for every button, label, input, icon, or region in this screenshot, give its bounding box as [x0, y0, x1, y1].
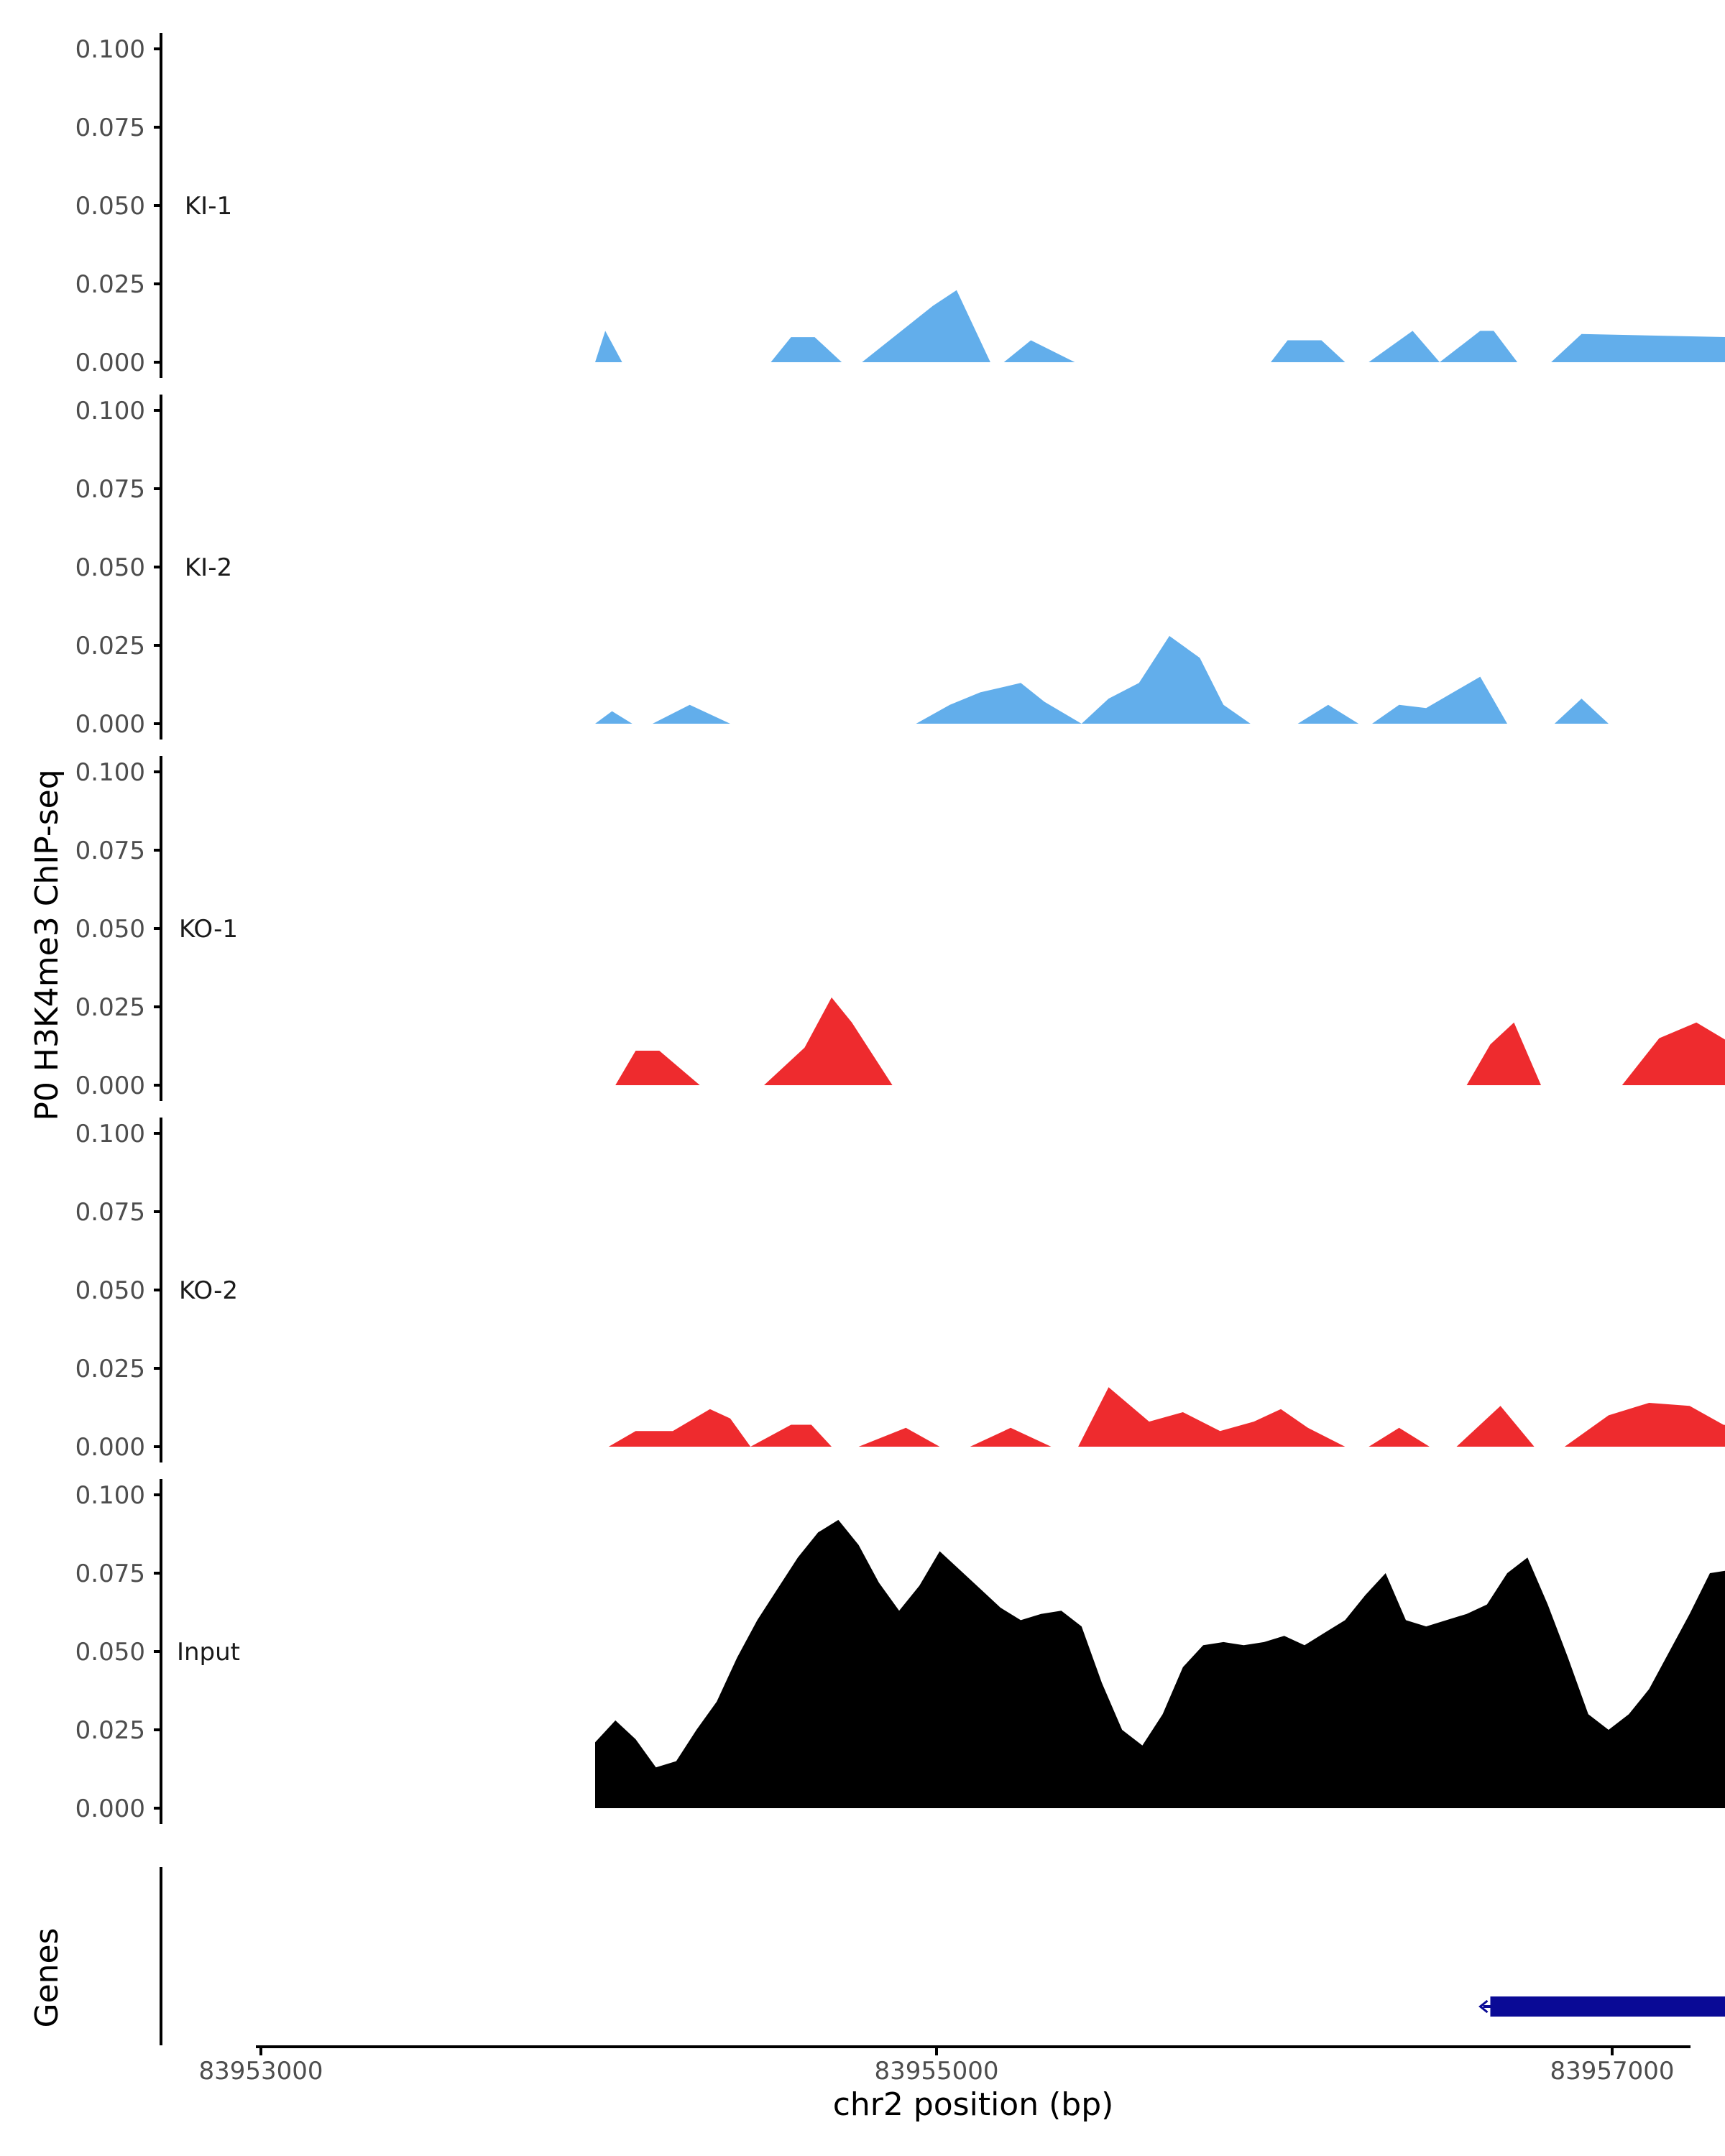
coverage-area-input	[595, 1519, 1725, 1808]
coverage-area-ko-1	[595, 997, 1725, 1085]
y-tick-label: 0.025	[75, 270, 145, 299]
genes-panel: Gm13698	[160, 1867, 1725, 2045]
track-label: KI-1	[185, 192, 232, 221]
track-label: Input	[177, 1638, 240, 1667]
x-tick-label: 83957000	[1550, 2057, 1674, 2086]
y-tick-label: 0.050	[75, 1276, 145, 1305]
y-tick-label: 0.075	[75, 1560, 145, 1588]
gene-strand-arrow	[1478, 1999, 1489, 2014]
y-tick-label: 0.100	[75, 35, 145, 64]
y-tick-label: 0.025	[75, 632, 145, 660]
x-tick-label: 83953000	[198, 2057, 323, 2086]
gene-gm13698: Gm13698	[1478, 1996, 1725, 2017]
y-tick-label: 0.025	[75, 993, 145, 1022]
track-ki-1: 0.000 0.025 0.050 0.075 0.100 KI-1	[75, 33, 1725, 378]
coverage-area-ki-1	[595, 290, 1725, 362]
x-tick-label: 83955000	[874, 2057, 998, 2086]
y-tick-label: 0.025	[75, 1716, 145, 1745]
y-tick-label: 0.050	[75, 553, 145, 582]
y-tick-label: 0.100	[75, 397, 145, 425]
y-tick-label: 0.000	[75, 1072, 145, 1100]
y-tick-label: 0.075	[75, 475, 145, 504]
gene-body	[1490, 1996, 1725, 2017]
y-tick-label: 0.100	[75, 758, 145, 787]
track-input: 0.000 0.025 0.050 0.075 0.100 Input	[75, 1479, 1725, 1824]
y-tick-label: 0.050	[75, 1638, 145, 1667]
coverage-area-ki-2	[595, 635, 1725, 724]
coverage-area-ko-2	[608, 1387, 1725, 1447]
y-tick-label: 0.100	[75, 1481, 145, 1510]
y-tick-label: 0.000	[75, 1795, 145, 1823]
track-ko-2: 0.000 0.025 0.050 0.075 0.100 KO-2	[75, 1118, 1725, 1462]
track-ko-1: 0.000 0.025 0.050 0.075 0.100 KO-1	[75, 756, 1725, 1101]
y-axis-title: P0 H3K4me3 ChIP-seq	[29, 769, 65, 1120]
genes-axis-title: Genes	[29, 1927, 65, 2027]
track-ki-2: 0.000 0.025 0.050 0.075 0.100 KI-2	[75, 395, 1725, 740]
y-tick-label: 0.075	[75, 114, 145, 142]
y-tick-label: 0.000	[75, 349, 145, 377]
y-tick-label: 0.050	[75, 192, 145, 221]
y-tick-label: 0.100	[75, 1120, 145, 1148]
y-tick-label: 0.075	[75, 837, 145, 865]
tracks-layer: 0.0000.0250.0500.0750.100KI-10.0000.0250…	[75, 33, 1725, 1824]
y-tick-label: 0.025	[75, 1355, 145, 1383]
x-axis: 839530008395500083957000839590008396100	[198, 2045, 1690, 2086]
y-tick-label: 0.075	[75, 1198, 145, 1227]
track-label: KO-1	[179, 915, 238, 944]
x-axis-title: chr2 position (bp)	[833, 2086, 1114, 2123]
y-tick-label: 0.050	[75, 915, 145, 944]
track-label: KI-2	[185, 553, 232, 582]
y-tick-label: 0.000	[75, 710, 145, 739]
track-label: KO-2	[179, 1276, 238, 1305]
y-tick-label: 0.000	[75, 1433, 145, 1462]
